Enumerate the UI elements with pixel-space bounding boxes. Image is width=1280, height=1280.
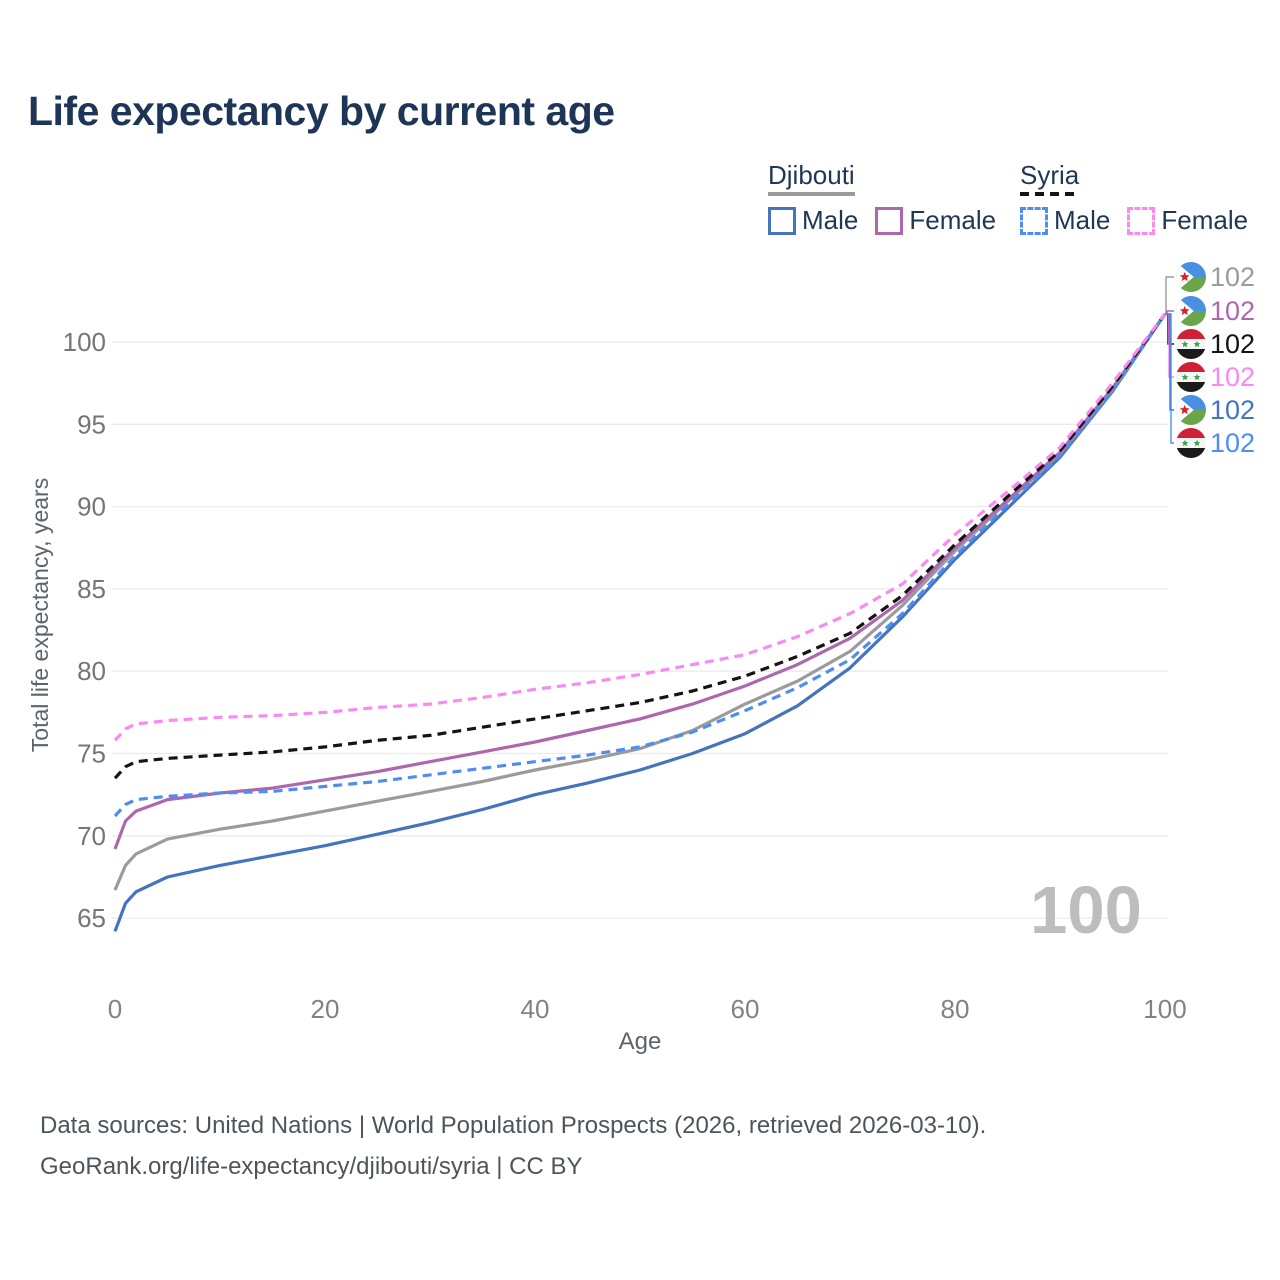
leader-line-syria-male <box>1165 313 1174 444</box>
y-tick-label-95: 95 <box>77 409 106 439</box>
djibouti-flag-icon <box>1176 262 1206 292</box>
syria-flag-icon <box>1176 428 1206 458</box>
syria-flag-icon <box>1176 362 1206 392</box>
series-line-syria-female <box>113 313 1167 742</box>
legend-item-label-syria_female: Female <box>1161 205 1249 235</box>
end-value-label-syria-both: 102 <box>1210 329 1255 359</box>
legend-item-djibouti_female[interactable]: Female <box>875 205 996 236</box>
legend-group-syria: Syria Male Female <box>1020 160 1248 236</box>
y-tick-label-70: 70 <box>77 821 106 851</box>
legend-item-label-syria_male: Male <box>1054 205 1111 235</box>
legend-swatch-djibouti_male <box>768 206 796 235</box>
djibouti-flag-icon <box>1176 296 1206 326</box>
y-tick-label-85: 85 <box>77 574 106 604</box>
series-line-djibouti-both <box>113 313 1167 891</box>
series-line-syria-male <box>113 313 1167 818</box>
legend-item-label-djibouti_female: Female <box>909 205 997 235</box>
y-tick-label-80: 80 <box>77 656 106 686</box>
djibouti-flag-icon <box>1176 395 1206 425</box>
footer-url: GeoRank.org/life-expectancy/djibouti/syr… <box>40 1153 583 1180</box>
legend: Djibouti Male Female Syria Male Female <box>0 0 1280 260</box>
legend-group-djibouti: Djibouti Male Female <box>768 160 996 236</box>
legend-swatch-syria_female <box>1127 206 1156 235</box>
x-tick-label-40: 40 <box>521 994 550 1024</box>
legend-item-djibouti_male[interactable]: Male <box>768 205 858 236</box>
x-tick-label-20: 20 <box>311 994 340 1024</box>
age-counter-watermark: 100 <box>1030 873 1142 948</box>
y-tick-label-65: 65 <box>77 903 106 933</box>
end-value-label-syria-female: 102 <box>1210 362 1255 392</box>
series-line-djibouti-male <box>113 313 1167 932</box>
footer: Data sources: United Nations | World Pop… <box>40 1105 986 1187</box>
page-title: Life expectancy by current age <box>28 88 615 134</box>
legend-swatch-djibouti_female <box>875 206 904 235</box>
y-tick-label-100: 100 <box>63 327 106 357</box>
legend-country-label-djibouti[interactable]: Djibouti <box>768 160 855 190</box>
legend-item-label-djibouti_male: Male <box>802 205 859 235</box>
y-tick-label-90: 90 <box>77 492 106 522</box>
x-tick-label-80: 80 <box>941 994 970 1024</box>
legend-item-syria_male[interactable]: Male <box>1020 205 1110 236</box>
legend-country-label-syria[interactable]: Syria <box>1020 160 1080 190</box>
end-value-label-djibouti-female: 102 <box>1210 296 1255 326</box>
y-tick-label-75: 75 <box>77 739 106 769</box>
x-tick-label-60: 60 <box>731 994 760 1024</box>
end-value-label-djibouti-male: 102 <box>1210 395 1255 425</box>
end-value-label-djibouti-both: 102 <box>1210 262 1255 292</box>
x-axis-title: Age <box>619 1028 662 1055</box>
x-tick-label-100: 100 <box>1143 994 1186 1024</box>
end-value-label-syria-male: 102 <box>1210 428 1255 458</box>
legend-swatch-syria_male <box>1020 206 1048 235</box>
x-tick-label-0: 0 <box>108 994 122 1024</box>
legend-line-sample-djibouti <box>768 192 855 196</box>
leader-line-djibouti-male <box>1165 313 1174 411</box>
syria-flag-icon <box>1176 329 1206 359</box>
y-axis-title: Total life expectancy, years <box>27 478 53 752</box>
leader-line-djibouti-both <box>1165 276 1174 315</box>
legend-line-sample-syria <box>1020 192 1080 196</box>
footer-data-sources: Data sources: United Nations | World Pop… <box>40 1112 987 1139</box>
series-line-syria-both <box>113 313 1167 780</box>
legend-item-syria_female[interactable]: Female <box>1127 205 1248 236</box>
